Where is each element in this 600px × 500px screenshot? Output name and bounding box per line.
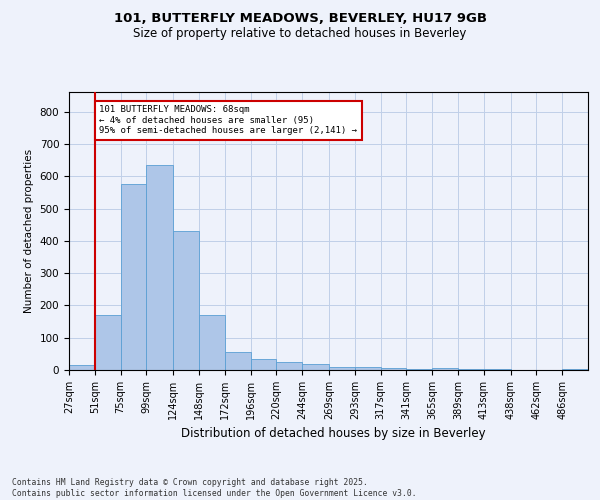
Text: Distribution of detached houses by size in Beverley: Distribution of detached houses by size …: [181, 428, 485, 440]
Bar: [277, 362, 302, 370]
Bar: [406, 369, 432, 370]
Bar: [121, 184, 146, 370]
Text: Contains HM Land Registry data © Crown copyright and database right 2025.
Contai: Contains HM Land Registry data © Crown c…: [12, 478, 416, 498]
Bar: [173, 231, 199, 370]
Y-axis label: Number of detached properties: Number of detached properties: [24, 149, 34, 314]
Bar: [355, 368, 380, 370]
Bar: [432, 368, 458, 370]
Bar: [95, 315, 121, 370]
Bar: [380, 368, 406, 370]
Text: 101, BUTTERFLY MEADOWS, BEVERLEY, HU17 9GB: 101, BUTTERFLY MEADOWS, BEVERLEY, HU17 9…: [113, 12, 487, 26]
Text: Size of property relative to detached houses in Beverley: Size of property relative to detached ho…: [133, 28, 467, 40]
Bar: [225, 352, 251, 370]
Bar: [146, 165, 173, 370]
Bar: [199, 315, 225, 370]
Bar: [329, 367, 355, 370]
Bar: [251, 358, 277, 370]
Bar: [458, 369, 484, 370]
Bar: [302, 364, 329, 370]
Bar: [562, 369, 588, 370]
Bar: [69, 365, 95, 370]
Text: 101 BUTTERFLY MEADOWS: 68sqm
← 4% of detached houses are smaller (95)
95% of sem: 101 BUTTERFLY MEADOWS: 68sqm ← 4% of det…: [99, 106, 357, 135]
